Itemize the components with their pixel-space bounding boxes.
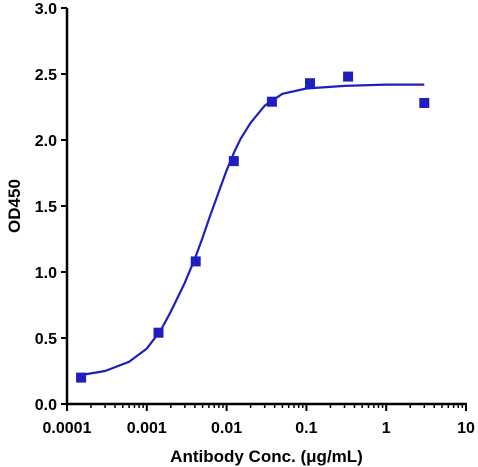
y-tick-label: 2.5	[35, 67, 57, 84]
axes-layer	[65, 8, 467, 406]
fit-curve	[80, 83, 425, 377]
y-axis-label: OD450	[5, 179, 24, 233]
data-point	[266, 96, 277, 107]
x-tick-label: 1	[382, 420, 391, 437]
y-tick-label: 2.0	[35, 133, 57, 150]
y-tick-label: 3.0	[35, 1, 57, 18]
x-tick-label: 0.001	[127, 420, 167, 437]
data-point	[76, 372, 87, 383]
x-tick-label: 0.0001	[43, 420, 92, 437]
curve-layer	[80, 83, 425, 377]
y-tick-label: 0.5	[35, 331, 57, 348]
data-point	[343, 71, 354, 82]
data-point	[228, 156, 239, 167]
data-point	[190, 256, 201, 267]
data-point	[153, 327, 164, 338]
y-tick-label: 0.0	[35, 397, 57, 414]
ticks-layer: 0.0 0.5 1.0 1.5 2.0 2.5 3.0 0.0001 0.001 0.01 0.1 1…	[35, 1, 475, 437]
y-tick-label: 1.5	[35, 199, 57, 216]
x-tick-label: 0.1	[295, 420, 317, 437]
y-tick-label: 1.0	[35, 265, 57, 282]
x-axis-label: Antibody Conc. (μg/mL)	[170, 447, 363, 466]
x-tick-label: 10	[457, 420, 475, 437]
points-layer	[76, 71, 430, 383]
data-point	[419, 98, 430, 108]
x-tick-label: 0.01	[211, 420, 242, 437]
data-point	[305, 78, 315, 89]
